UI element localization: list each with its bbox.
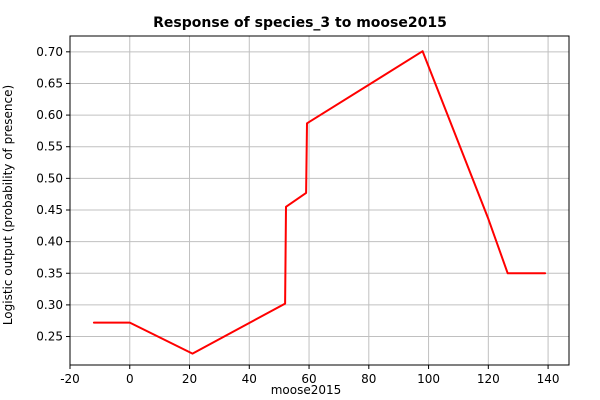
x-tick-label: 0 [126, 372, 134, 386]
axis-ticks: -20 0 20 40 60 80 100 120 140 0.25 0.30 0.35 0.40 0.4… [36, 45, 559, 386]
x-tick-label: 100 [417, 372, 440, 386]
y-tick-label: 0.45 [36, 203, 63, 217]
series-layer [92, 50, 547, 355]
y-tick-label: 0.25 [36, 330, 63, 344]
x-tick-label: 140 [537, 372, 560, 386]
x-tick-label: 40 [242, 372, 257, 386]
y-axis-label: Logistic output (probability of presence… [1, 85, 15, 325]
y-tick-label: 0.55 [36, 140, 63, 154]
y-tick-label: 0.65 [36, 76, 63, 90]
x-tick-label: 20 [182, 372, 197, 386]
x-axis-label: moose2015 [271, 383, 342, 397]
y-tick-label: 0.35 [36, 266, 63, 280]
y-tick-label: 0.50 [36, 171, 63, 185]
x-tick-label: 120 [477, 372, 500, 386]
y-tick-label: 0.40 [36, 235, 63, 249]
x-tick-label: -20 [60, 372, 80, 386]
y-tick-label: 0.60 [36, 108, 63, 122]
y-tick-label: 0.30 [36, 298, 63, 312]
x-tick-label: 60 [301, 372, 316, 386]
y-tick-label: 0.70 [36, 45, 63, 59]
plot-area [69, 35, 570, 366]
grid-lines [69, 36, 569, 365]
series-line [92, 50, 547, 355]
x-tick-label: 80 [361, 372, 376, 386]
chart-title: Response of species_3 to moose2015 [153, 15, 447, 31]
